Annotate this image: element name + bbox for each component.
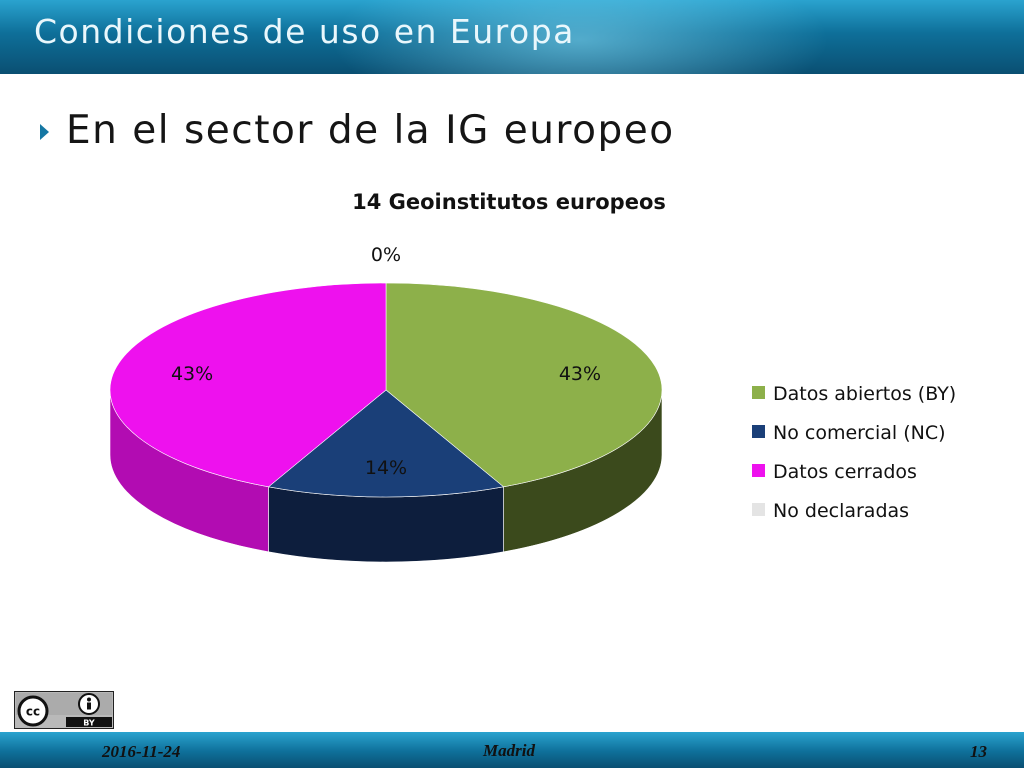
license-badge-text: BY	[83, 719, 95, 728]
legend-label-0: Datos abiertos (BY)	[773, 383, 956, 405]
legend-label-1: No comercial (NC)	[773, 422, 946, 444]
bullet-text: En el sector de la IG europeo	[66, 108, 675, 153]
cc-by-license-logo: BY cc	[14, 691, 114, 729]
footer-date: 2016-11-24	[102, 742, 181, 761]
data-label-0: 43%	[559, 363, 601, 385]
legend-label-3: No declaradas	[773, 500, 909, 522]
footer-bar	[0, 732, 1024, 768]
pie-group: 43% 14% 43% 0%	[109, 244, 663, 563]
legend-label-2: Datos cerrados	[773, 461, 917, 483]
slide-title: Condiciones de uso en Europa	[34, 12, 575, 51]
pie-chart: 14 Geoinstitutos europeos 43% 14% 43% 0% Da…	[109, 190, 956, 563]
title-bar-glow	[330, 0, 830, 74]
cc-icon	[17, 695, 49, 727]
legend-swatch-2	[752, 464, 765, 477]
data-label-3: 0%	[371, 244, 401, 266]
legend-swatch-3	[752, 503, 765, 516]
pie-slice-1	[267, 389, 505, 498]
pie-slice-side-1	[268, 486, 504, 563]
data-label-2: 43%	[171, 363, 213, 385]
legend-swatch-1	[752, 425, 765, 438]
pie-slice-2	[109, 282, 387, 488]
footer-place: Madrid	[483, 741, 535, 760]
chart-title: 14 Geoinstitutos europeos	[352, 190, 666, 214]
svg-text:cc: cc	[26, 705, 40, 719]
pie-slice-0	[385, 282, 663, 488]
data-label-1: 14%	[365, 457, 407, 479]
bullet-arrow-icon	[40, 124, 49, 140]
footer-page-number: 13	[970, 742, 987, 761]
chart-legend: Datos abiertos (BY) No comercial (NC) Dato…	[752, 383, 956, 522]
legend-swatch-0	[752, 386, 765, 399]
title-bar: Condiciones de uso en Europa	[0, 0, 1024, 74]
